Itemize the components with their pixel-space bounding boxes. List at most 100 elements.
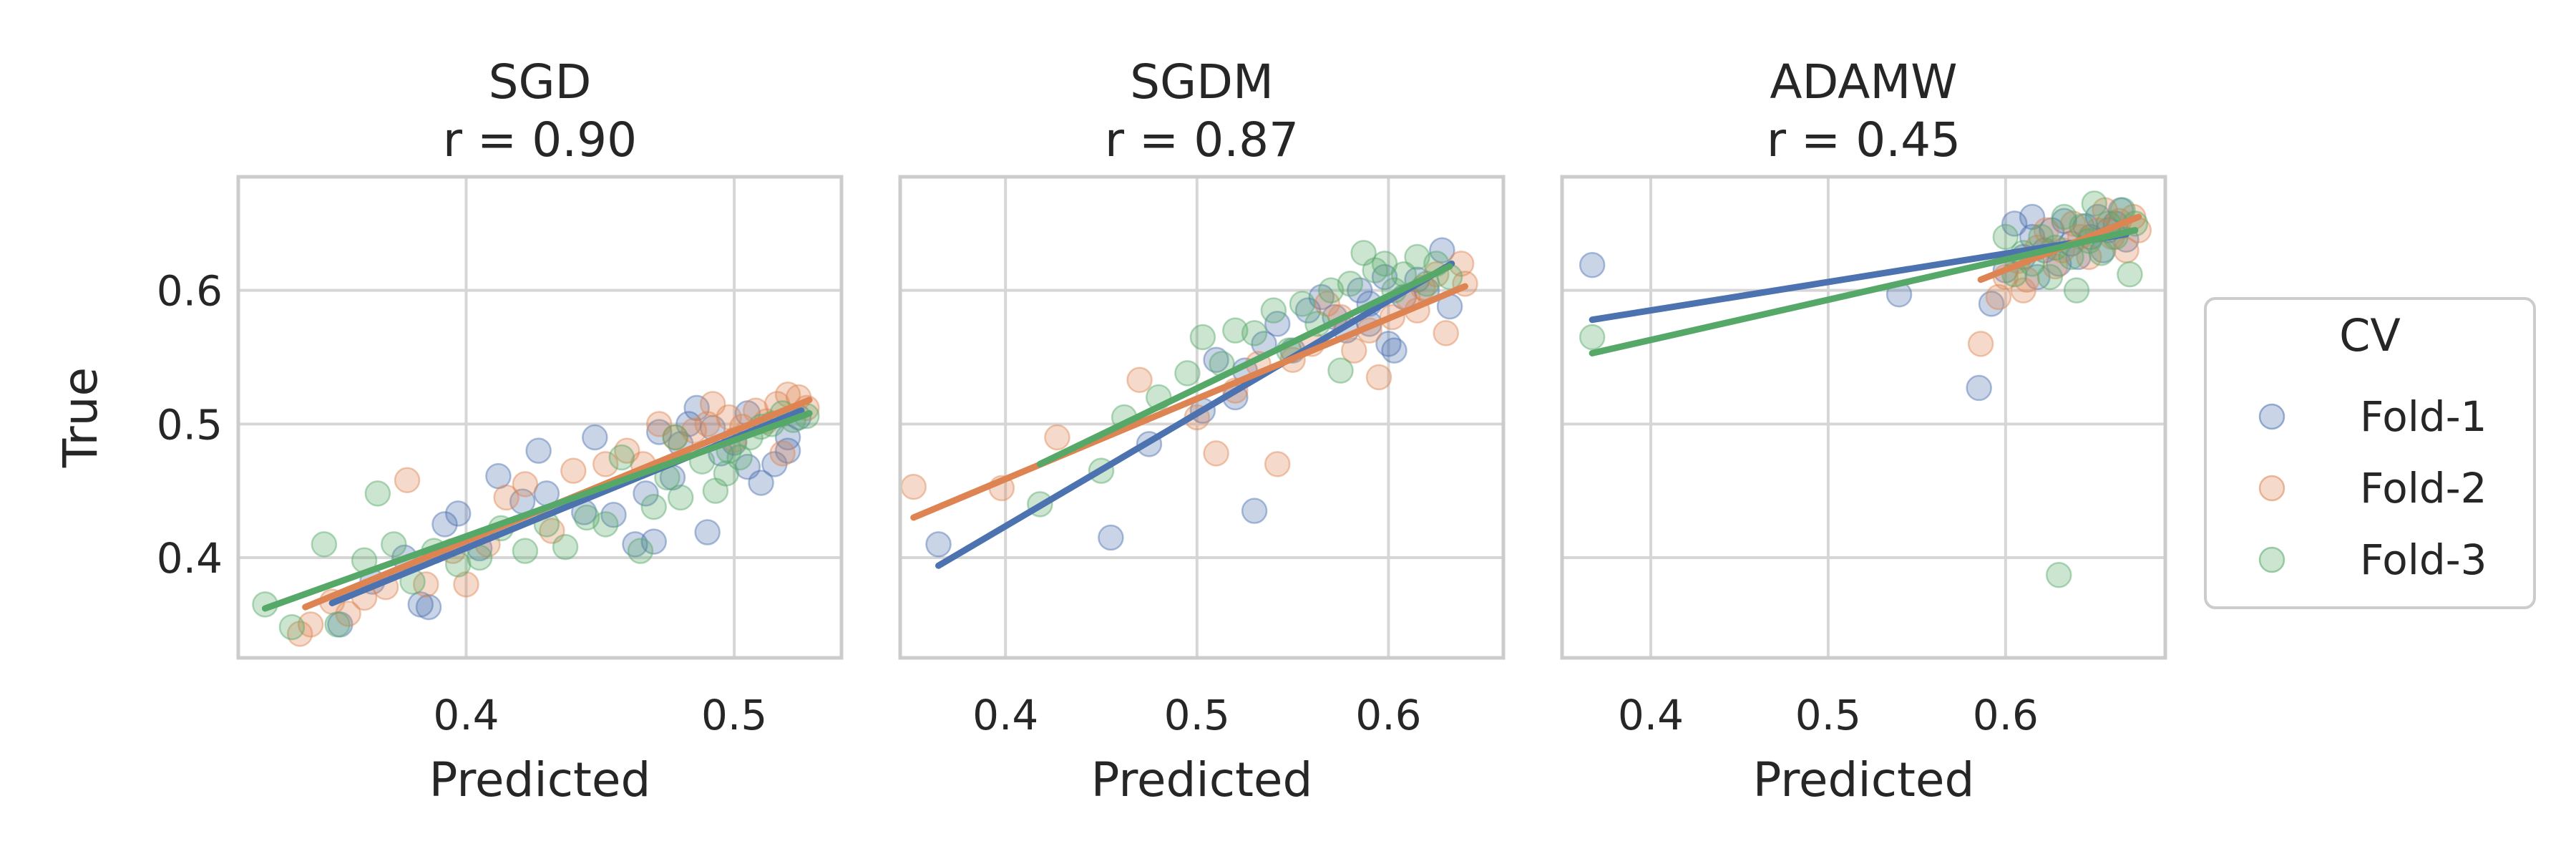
regression-line-fold-1 <box>935 260 1455 569</box>
scatter-point-fold-3 <box>1174 360 1201 387</box>
scatter-point-fold-1 <box>327 611 353 638</box>
panel-title: SGD <box>489 54 592 110</box>
scatter-point-fold-2 <box>453 571 479 598</box>
legend-marker-fold-1 <box>2258 403 2285 430</box>
regression-line-fold-3 <box>1036 263 1453 467</box>
legend-label-fold-2: Fold-2 <box>2360 464 2487 513</box>
scatter-point-fold-2 <box>2014 266 2040 293</box>
scatter-point-fold-1 <box>774 424 801 451</box>
scatter-point-fold-2 <box>2033 217 2060 243</box>
scatter-point-fold-3 <box>1337 271 1364 297</box>
legend: CV Fold-1 Fold-2 Fold-3 <box>2204 297 2536 609</box>
scatter-point-fold-3 <box>1241 320 1268 346</box>
scatter-point-fold-3 <box>2117 261 2143 288</box>
scatter-point-fold-1 <box>1375 331 1402 357</box>
legend-marker-fold-2 <box>2258 475 2285 502</box>
scatter-point-fold-2 <box>2010 277 2036 304</box>
scatter-point-fold-1 <box>645 419 673 445</box>
scatter-point-fold-1 <box>1294 297 1322 324</box>
scatter-point-fold-3 <box>278 613 306 641</box>
legend-title: CV <box>2339 309 2401 361</box>
scatter-point-fold-3 <box>1579 324 1606 351</box>
scatter-point-fold-2 <box>2042 253 2069 280</box>
scatter-point-fold-3 <box>713 460 740 487</box>
scatter-point-fold-3 <box>2036 263 2064 291</box>
scatter-point-fold-2 <box>716 404 742 431</box>
scatter-point-fold-2 <box>1967 331 1994 357</box>
scatter-point-fold-2 <box>297 611 324 638</box>
legend-frame <box>2204 297 2536 609</box>
scatter-point-fold-2 <box>694 411 721 437</box>
x-axis-label: Predicted <box>1091 752 1313 807</box>
scatter-point-fold-3 <box>2051 203 2077 230</box>
scatter-point-fold-1 <box>1347 277 1373 304</box>
scatter-point-fold-3 <box>608 444 635 471</box>
scatter-point-fold-1 <box>683 394 710 422</box>
scatter-point-fold-3 <box>2063 277 2090 304</box>
scatter-point-fold-3 <box>1350 240 1377 266</box>
x-tick-label: 0.6 <box>1355 691 1421 739</box>
scatter-point-fold-3 <box>2045 562 2072 588</box>
scatter-point-fold-1 <box>582 424 608 451</box>
scatter-point-fold-3 <box>1317 277 1345 304</box>
data-layer <box>1579 190 2152 588</box>
axes-frame <box>898 175 1506 660</box>
scatter-point-fold-3 <box>364 480 391 507</box>
panel-subtitle: r = 0.87 <box>1105 112 1299 168</box>
panel-subtitle: r = 0.45 <box>1767 112 1961 168</box>
scatter-point-fold-1 <box>525 437 552 464</box>
x-tick-label: 0.5 <box>1164 691 1230 739</box>
scatter-point-fold-3 <box>592 511 619 538</box>
x-tick-label: 0.6 <box>1973 691 2039 739</box>
scatter-point-fold-1 <box>2084 203 2112 230</box>
scatter-point-fold-1 <box>600 502 627 528</box>
scatter-point-fold-2 <box>614 437 640 464</box>
scatter-point-fold-1 <box>444 500 472 527</box>
scatter-point-fold-3 <box>1222 317 1249 344</box>
scatter-point-fold-3 <box>1327 357 1354 384</box>
scatter-point-fold-2 <box>769 440 796 467</box>
scatter-point-fold-2 <box>1433 320 1459 346</box>
scatter-point-fold-3 <box>702 477 729 504</box>
scatter-point-fold-1 <box>1308 283 1335 311</box>
data-layer <box>252 382 820 647</box>
panel-title: SGDM <box>1130 54 1274 110</box>
scatter-point-fold-1 <box>734 453 761 480</box>
plot-area <box>238 177 841 658</box>
scatter-point-fold-1 <box>1381 337 1407 364</box>
scatter-point-fold-3 <box>1289 291 1316 317</box>
scatter-point-fold-3 <box>640 493 667 520</box>
scatter-point-fold-3 <box>324 611 351 638</box>
scatter-point-fold-1 <box>1371 263 1398 291</box>
scatter-point-fold-3 <box>573 504 600 531</box>
scatter-point-fold-3 <box>2081 190 2108 217</box>
scatter-point-fold-2 <box>680 417 708 444</box>
scatter-point-fold-2 <box>2076 243 2102 271</box>
scatter-point-fold-3 <box>726 444 753 471</box>
scatter-point-fold-1 <box>761 451 788 477</box>
scatter-point-fold-1 <box>2039 217 2065 243</box>
scatter-point-fold-3 <box>667 484 694 511</box>
x-tick-label: 0.4 <box>433 691 499 739</box>
scatter-point-fold-1 <box>925 531 952 558</box>
legend-marker-fold-3 <box>2258 546 2285 573</box>
x-tick-label: 0.5 <box>1795 691 1861 739</box>
scatter-point-fold-3 <box>381 531 407 558</box>
scatter-point-fold-1 <box>415 593 442 621</box>
scatter-point-fold-1 <box>622 531 648 558</box>
legend-label-fold-3: Fold-3 <box>2360 535 2487 584</box>
scatter-point-fold-2 <box>1044 424 1070 451</box>
scatter-point-fold-3 <box>552 533 579 560</box>
scatter-point-fold-1 <box>748 470 774 496</box>
scatter-point-fold-1 <box>2051 208 2077 234</box>
scatter-point-fold-1 <box>1579 251 1606 278</box>
scatter-point-fold-1 <box>2019 203 2046 230</box>
scatter-point-fold-2 <box>539 518 565 544</box>
scatter-point-fold-1 <box>1098 524 1124 551</box>
scatter-point-fold-2 <box>1126 367 1153 393</box>
scatter-point-fold-1 <box>1429 237 1455 263</box>
scatter-point-fold-2 <box>1203 440 1229 467</box>
scatter-point-fold-2 <box>493 484 519 511</box>
